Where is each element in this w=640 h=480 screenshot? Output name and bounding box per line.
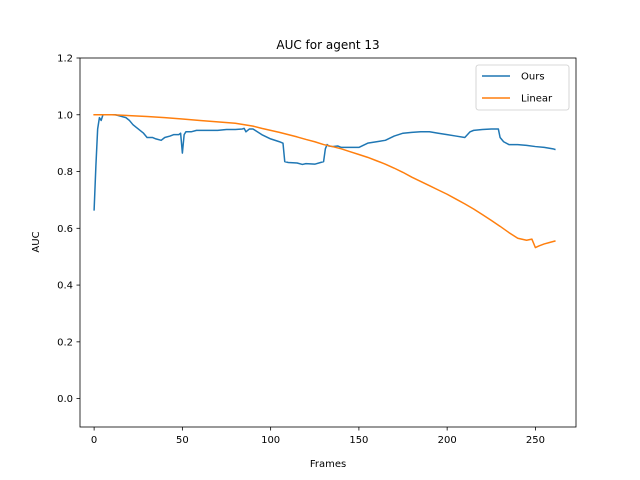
- y-tick-label: 0.8: [57, 167, 73, 178]
- x-tick-label: 0: [91, 435, 97, 446]
- x-tick-label: 150: [349, 435, 368, 446]
- y-tick-label: 1.0: [57, 110, 73, 121]
- y-tick-label: 0.2: [57, 337, 73, 348]
- x-tick-label: 250: [526, 435, 545, 446]
- series-line-ours: [93, 114, 556, 211]
- axes-frame: [79, 57, 577, 428]
- y-axis: 0.0 0.2 0.4 0.6 0.8 1.0 1.2: [57, 54, 80, 405]
- x-axis: 0 50 100 150 200 250: [91, 427, 545, 446]
- legend-label-ours: Ours: [521, 72, 545, 83]
- y-tick-label: 0.4: [57, 281, 73, 292]
- y-tick-label: 1.2: [57, 54, 73, 65]
- x-axis-label: Frames: [310, 459, 346, 470]
- x-tick-label: 50: [176, 435, 189, 446]
- x-tick-label: 100: [261, 435, 280, 446]
- y-tick-label: 0.0: [57, 394, 73, 405]
- plot-area: [79, 57, 577, 428]
- chart-title: AUC for agent 13: [276, 38, 379, 52]
- legend: Ours Linear: [475, 64, 570, 111]
- legend-label-linear: Linear: [521, 94, 553, 105]
- x-tick-label: 200: [438, 435, 457, 446]
- y-axis-label: AUC: [31, 231, 42, 252]
- series-line-linear: [93, 114, 556, 249]
- y-tick-label: 0.6: [57, 224, 73, 235]
